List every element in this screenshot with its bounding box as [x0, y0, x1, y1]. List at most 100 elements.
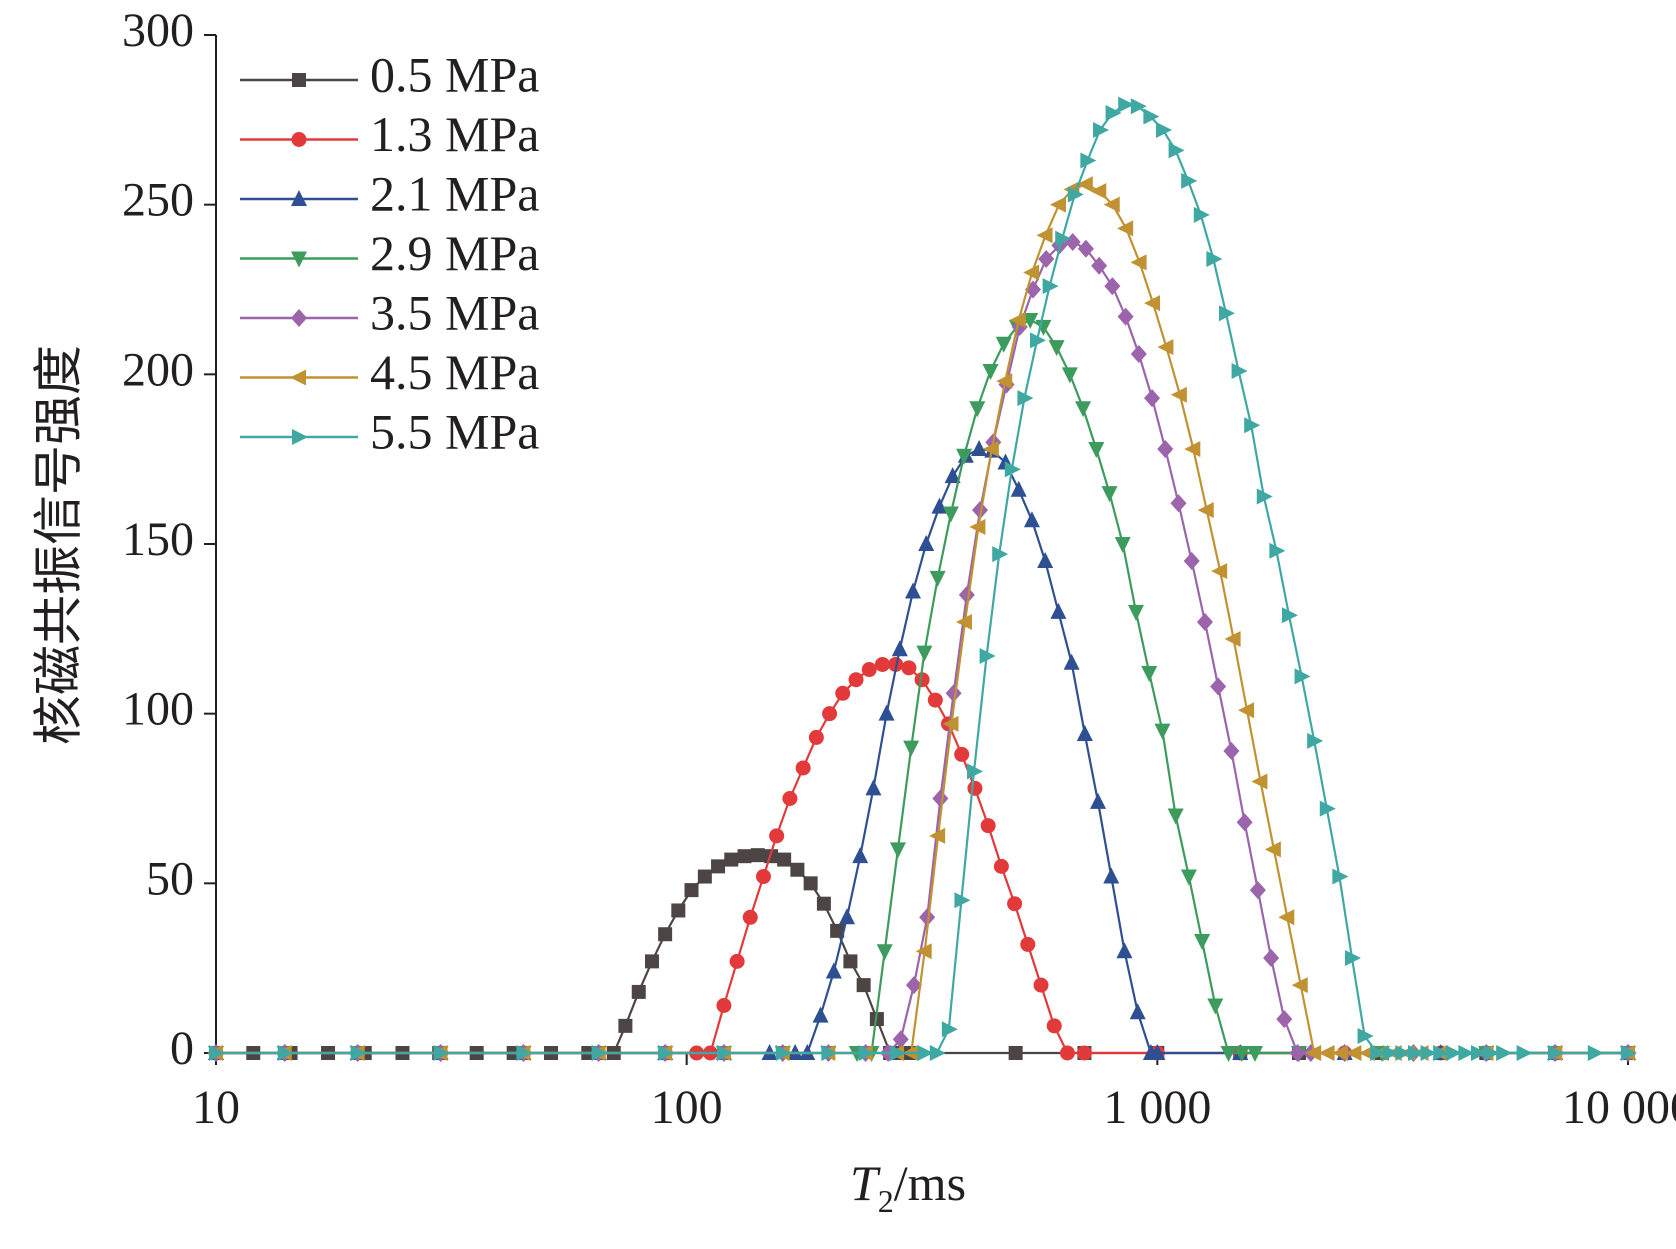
data-point	[1256, 488, 1273, 505]
data-point	[1157, 439, 1174, 458]
data-point	[1022, 313, 1039, 330]
data-point	[1170, 386, 1187, 403]
data-point	[1049, 196, 1066, 213]
data-point	[1251, 773, 1268, 790]
data-point	[1090, 792, 1107, 809]
data-point	[941, 1021, 958, 1038]
data-point	[852, 847, 869, 864]
data-point	[1305, 1045, 1322, 1061]
data-point	[1114, 537, 1131, 553]
data-point	[942, 715, 959, 732]
legend-label: 4.5 MPa	[370, 344, 539, 400]
data-point	[1621, 1045, 1637, 1061]
data-point	[1196, 613, 1213, 632]
data-point	[848, 672, 864, 688]
data-point	[865, 779, 882, 796]
data-point	[742, 909, 758, 925]
data-point	[1143, 108, 1160, 125]
legend-label: 1.3 MPa	[370, 106, 539, 162]
data-point	[1117, 307, 1134, 326]
x-axis-title-subscript: 2	[878, 1183, 894, 1219]
data-point	[1184, 440, 1201, 457]
data-point	[618, 1018, 633, 1033]
data-point	[1167, 808, 1184, 825]
data-point	[1236, 813, 1253, 832]
data-point	[1370, 1045, 1387, 1061]
data-point	[1470, 1045, 1487, 1061]
data-point	[716, 997, 732, 1013]
data-point	[1030, 332, 1047, 349]
data-point	[658, 927, 673, 942]
data-point	[1144, 389, 1161, 408]
data-point	[671, 903, 686, 918]
data-point	[737, 849, 752, 864]
data-point	[954, 746, 970, 762]
data-point	[1276, 1010, 1293, 1029]
data-point	[927, 692, 943, 708]
data-point	[1249, 881, 1266, 900]
data-point	[1246, 1046, 1263, 1062]
data-point	[1307, 732, 1324, 749]
data-point	[1023, 264, 1040, 281]
data-point	[931, 497, 948, 514]
data-point	[1458, 1045, 1475, 1061]
data-point	[1080, 152, 1097, 169]
y-tick-label: 300	[122, 4, 194, 57]
data-point	[929, 570, 946, 587]
data-point	[433, 1045, 450, 1061]
data-point	[1009, 312, 1026, 329]
data-point	[1042, 278, 1059, 295]
data-point	[1332, 1045, 1349, 1061]
data-point	[1061, 367, 1078, 384]
data-point	[631, 984, 646, 999]
data-point	[890, 1045, 907, 1061]
data-point	[1118, 96, 1135, 113]
data-point	[816, 896, 831, 911]
x-axis-title-symbol: T	[850, 1155, 881, 1211]
y-tick-label: 0	[170, 1022, 194, 1075]
data-point	[1180, 869, 1197, 886]
data-point	[1117, 220, 1134, 237]
data-point	[1238, 702, 1255, 719]
data-point	[958, 585, 975, 604]
data-point	[1155, 122, 1172, 139]
data-point	[1332, 868, 1349, 885]
data-point	[1092, 122, 1109, 139]
data-point	[874, 656, 890, 672]
data-point	[1318, 1045, 1335, 1061]
data-point	[1183, 551, 1200, 570]
data-point	[972, 501, 989, 520]
data-point	[1197, 502, 1214, 519]
data-point	[729, 953, 745, 969]
data-point	[769, 828, 785, 844]
data-point	[1445, 1045, 1462, 1061]
data-point	[1194, 934, 1211, 951]
data-point	[892, 1030, 909, 1049]
data-point	[1130, 98, 1147, 115]
legend-marker	[292, 429, 308, 445]
data-point	[1231, 362, 1248, 379]
data-point	[971, 439, 988, 456]
x-tick-label: 10 000	[1562, 1081, 1676, 1134]
data-point	[777, 852, 792, 867]
data-point	[969, 401, 986, 418]
x-tick-label: 100	[651, 1081, 723, 1134]
data-point	[1130, 254, 1147, 271]
data-point	[980, 818, 996, 834]
data-point	[1048, 340, 1065, 357]
data-point	[1050, 602, 1067, 619]
data-point	[1038, 249, 1055, 268]
data-point	[1008, 1046, 1023, 1060]
data-point	[209, 1045, 225, 1061]
data-point	[1091, 256, 1108, 275]
x-ticks: 10 100 1 000 10 000	[192, 1053, 1676, 1134]
data-point	[782, 791, 798, 806]
data-point	[644, 954, 659, 969]
legend-label: 2.9 MPa	[370, 225, 539, 281]
data-point	[992, 546, 1009, 563]
data-point	[1281, 607, 1298, 624]
data-point	[724, 852, 739, 867]
data-point	[861, 662, 877, 678]
data-point	[1264, 841, 1281, 858]
data-point	[1269, 542, 1286, 559]
